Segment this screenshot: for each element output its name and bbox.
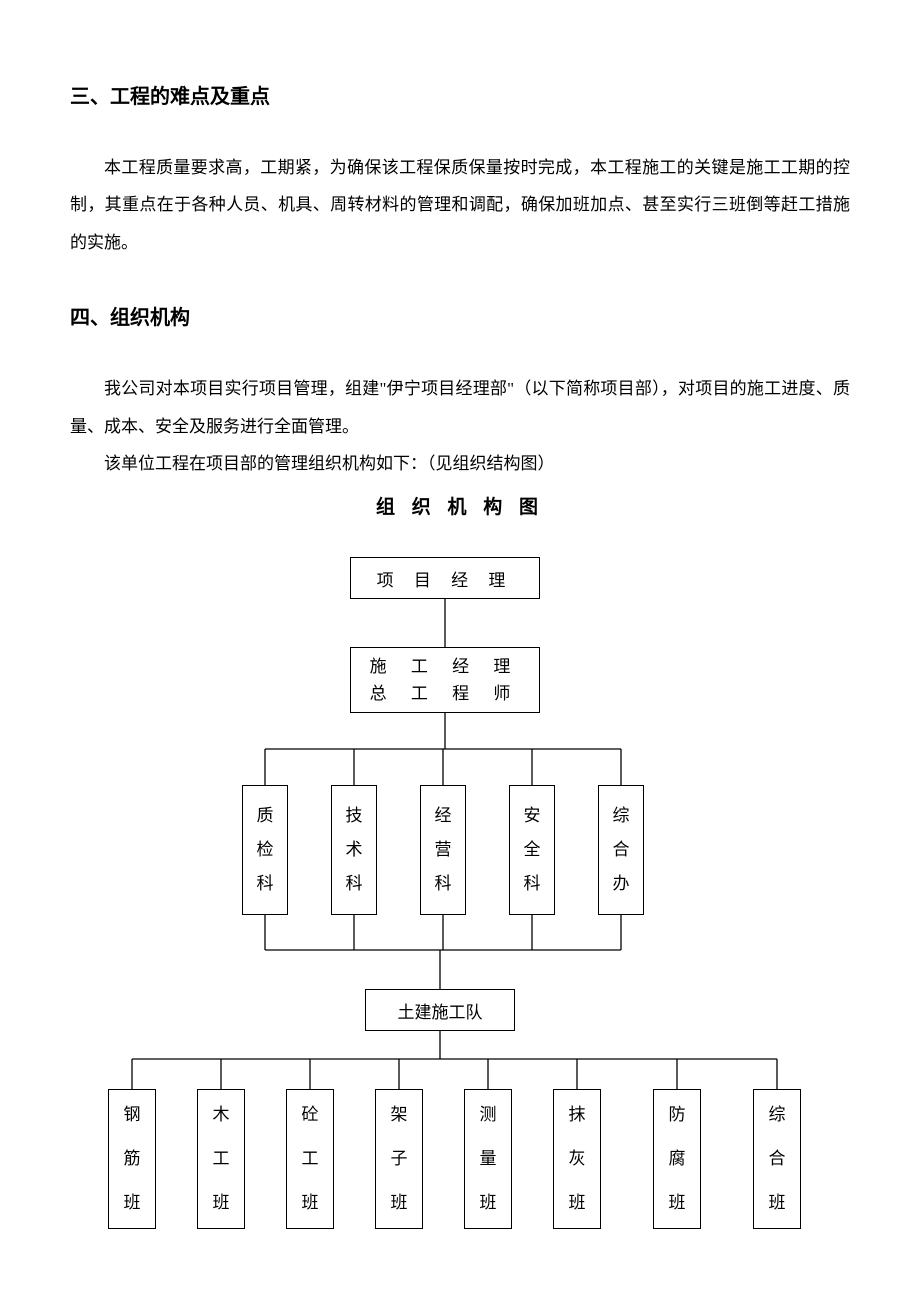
l3-0-c2: 检: [257, 833, 274, 867]
l5-7-c2: 合: [769, 1137, 786, 1181]
l5-3-c3: 班: [391, 1181, 408, 1225]
section-3-heading: 三、工程的难点及重点: [70, 80, 850, 109]
node-survey-crew: 测 量 班: [464, 1089, 512, 1229]
l5-5-c2: 灰: [569, 1137, 586, 1181]
l5-4-c3: 班: [480, 1181, 497, 1225]
node-quality-dept: 质 检 科: [242, 785, 288, 915]
node-carpenter-crew: 木 工 班: [197, 1089, 245, 1229]
l3-2-c2: 营: [435, 833, 452, 867]
node-rebar-crew: 钢 筋 班: [108, 1089, 156, 1229]
node-general-office: 综 合 办: [598, 785, 644, 915]
section-4-paragraph-2: 该单位工程在项目部的管理组织机构如下：（见组织结构图）: [70, 445, 850, 482]
node-plaster-crew: 抹 灰 班: [553, 1089, 601, 1229]
l5-2-c1: 砼: [302, 1093, 319, 1137]
section-4-paragraph-1: 我公司对本项目实行项目管理，组建"伊宁项目经理部"（以下简称项目部），对项目的施…: [70, 370, 850, 445]
l5-2-c2: 工: [302, 1137, 319, 1181]
l5-3-c2: 子: [391, 1137, 408, 1181]
l3-1-c2: 术: [346, 833, 363, 867]
l5-0-c3: 班: [124, 1181, 141, 1225]
l5-5-c1: 抹: [569, 1093, 586, 1137]
l3-1-c3: 科: [346, 867, 363, 901]
l5-0-c2: 筋: [124, 1137, 141, 1181]
l5-2-c3: 班: [302, 1181, 319, 1225]
node-project-manager: 项 目 经 理: [350, 557, 540, 599]
l5-6-c2: 腐: [669, 1137, 686, 1181]
node-business-dept: 经 营 科: [420, 785, 466, 915]
node-l2-line2: 总 工 程 师: [370, 680, 521, 707]
node-civil-team: 土建施工队: [365, 989, 515, 1031]
l5-1-c1: 木: [213, 1093, 230, 1137]
l3-1-c1: 技: [346, 799, 363, 833]
l3-3-c3: 科: [524, 867, 541, 901]
l5-7-c3: 班: [769, 1181, 786, 1225]
node-civil-team-label: 土建施工队: [398, 998, 483, 1023]
l5-4-c2: 量: [480, 1137, 497, 1181]
l5-4-c1: 测: [480, 1093, 497, 1137]
node-l2-line1: 施 工 经 理: [370, 653, 521, 680]
l5-6-c1: 防: [669, 1093, 686, 1137]
l3-0-c3: 科: [257, 867, 274, 901]
node-anticorrosion-crew: 防 腐 班: [653, 1089, 701, 1229]
l5-5-c3: 班: [569, 1181, 586, 1225]
org-chart: 项 目 经 理 施 工 经 理 总 工 程 师 质 检 科 技 术 科 经 营 …: [70, 549, 850, 1249]
l3-4-c2: 合: [613, 833, 630, 867]
l5-6-c3: 班: [669, 1181, 686, 1225]
l5-3-c1: 架: [391, 1093, 408, 1137]
l5-1-c3: 班: [213, 1181, 230, 1225]
l3-2-c1: 经: [435, 799, 452, 833]
node-tech-dept: 技 术 科: [331, 785, 377, 915]
l3-3-c1: 安: [524, 799, 541, 833]
l5-0-c1: 钢: [124, 1093, 141, 1137]
node-scaffold-crew: 架 子 班: [375, 1089, 423, 1229]
org-chart-title: 组 织 机 构 图: [70, 492, 850, 519]
node-concrete-crew: 砼 工 班: [286, 1089, 334, 1229]
l3-0-c1: 质: [257, 799, 274, 833]
node-project-manager-label: 项 目 经 理: [377, 566, 514, 591]
section-3-paragraph: 本工程质量要求高，工期紧，为确保该工程保质保量按时完成，本工程施工的关键是施工工…: [70, 149, 850, 261]
node-general-crew: 综 合 班: [753, 1089, 801, 1229]
node-safety-dept: 安 全 科: [509, 785, 555, 915]
l3-4-c3: 办: [613, 867, 630, 901]
section-4-heading: 四、组织机构: [70, 301, 850, 330]
l3-3-c2: 全: [524, 833, 541, 867]
l5-7-c1: 综: [769, 1093, 786, 1137]
l3-4-c1: 综: [613, 799, 630, 833]
node-construction-manager: 施 工 经 理 总 工 程 师: [350, 647, 540, 713]
l3-2-c3: 科: [435, 867, 452, 901]
l5-1-c2: 工: [213, 1137, 230, 1181]
